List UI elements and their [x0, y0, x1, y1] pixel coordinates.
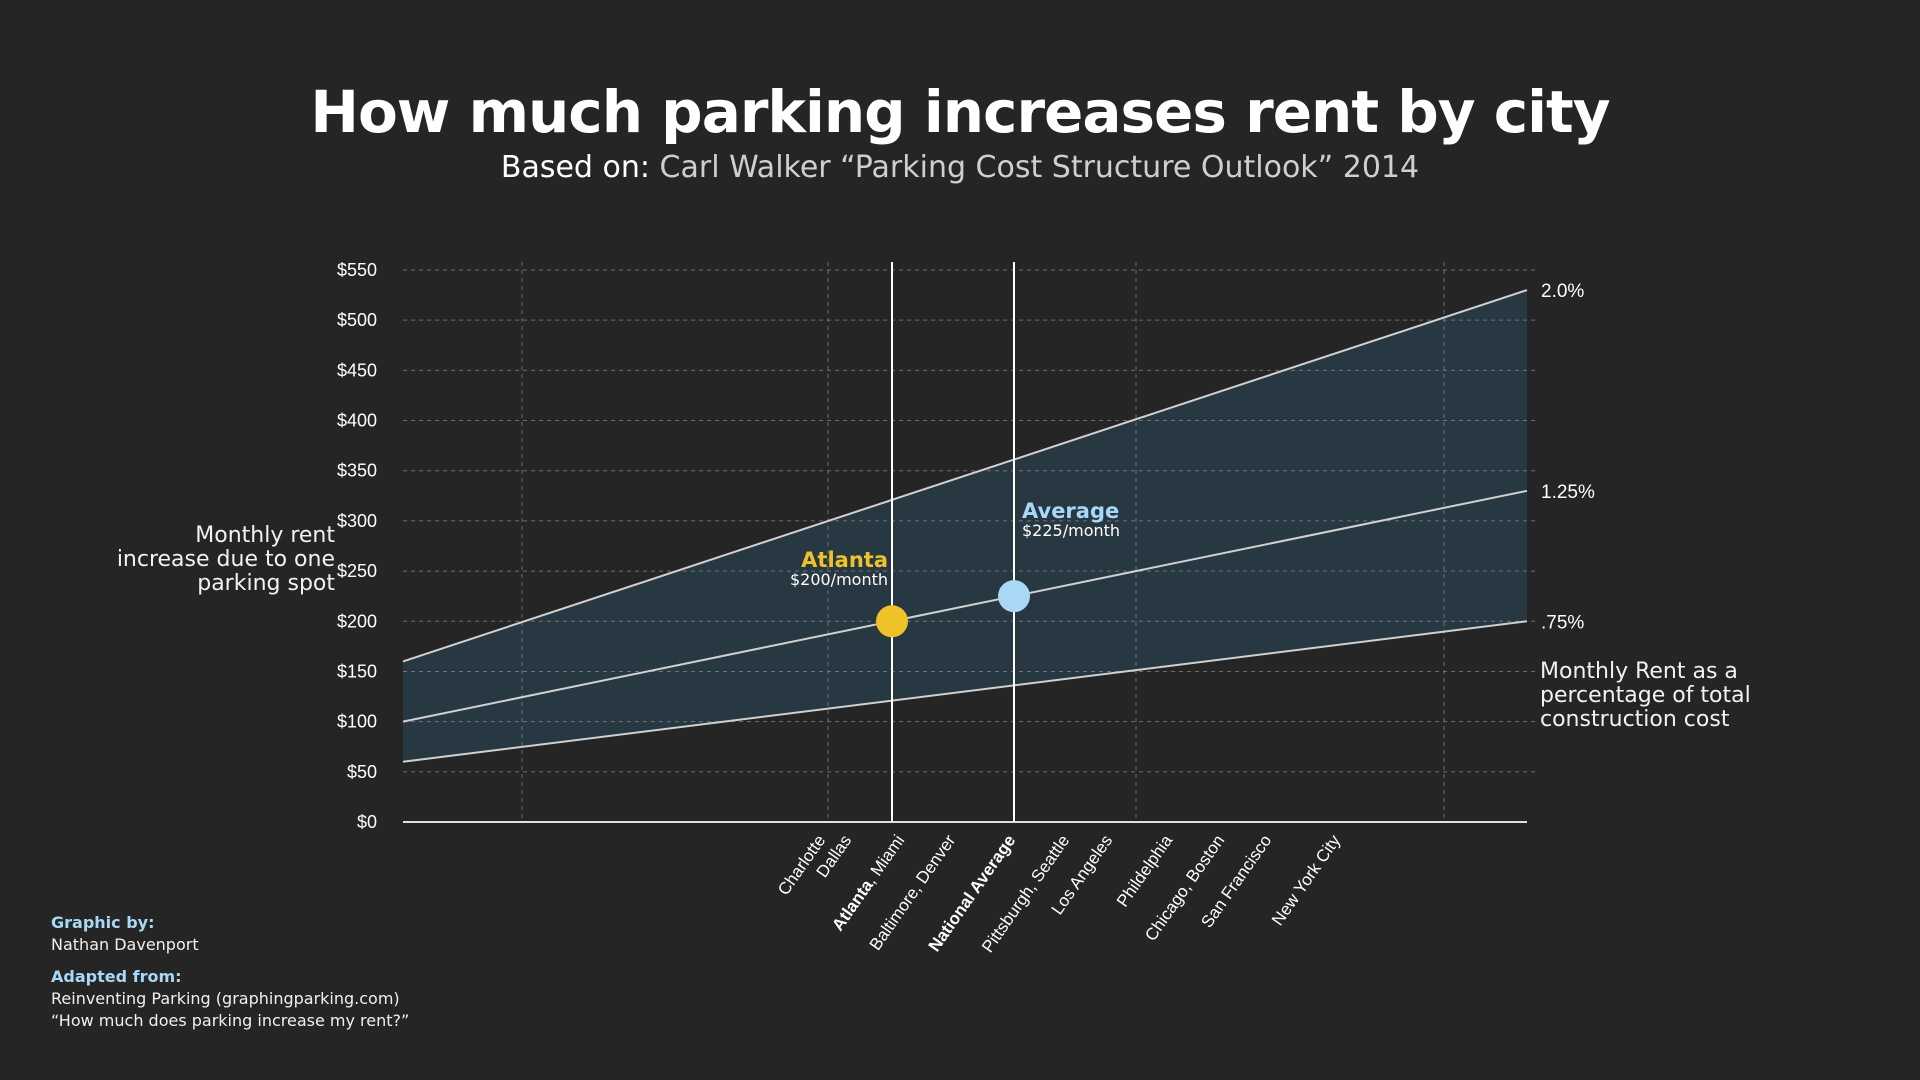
y-tick-label: $350 [337, 461, 377, 481]
series-line [402, 489, 1528, 723]
y-tick-label: $250 [337, 561, 377, 581]
highlight-label: Average [1022, 499, 1119, 523]
adapted-from-block: Adapted from: Reinventing Parking (graph… [51, 966, 409, 1032]
adapted-from-line-2: “How much does parking increase my rent?… [51, 1011, 410, 1030]
x-tick-label-text: New York City [1268, 831, 1345, 929]
y-tick-label: $100 [337, 712, 377, 732]
subtitle-source: Carl Walker “Parking Cost Structure Outl… [659, 150, 1420, 185]
y-tick-label: $500 [337, 310, 377, 330]
y-axis-label: Monthly rent increase due to one parking… [116, 523, 335, 596]
adapted-from-heading: Adapted from: [51, 967, 182, 986]
highlight-value: $225/month [1022, 521, 1120, 540]
chart-title: How much parking increases rent by city [310, 78, 1610, 146]
y-tick-label: $400 [337, 411, 377, 431]
right-axis-label: Monthly Rent as a percentage of total co… [1540, 659, 1751, 732]
subtitle-lead: Based on: [500, 150, 650, 185]
series-line [402, 289, 1528, 663]
credits: Graphic by: Nathan Davenport Adapted fro… [51, 912, 409, 1042]
graphic-by-block: Graphic by: Nathan Davenport [51, 912, 409, 956]
highlight-value: $200/month [790, 570, 888, 589]
y-tick-label: $450 [337, 360, 377, 380]
y-tick-label: $50 [347, 762, 377, 782]
series-label: .75% [1541, 612, 1584, 633]
graphic-by-name: Nathan Davenport [51, 935, 199, 954]
highlight-label: Atlanta [801, 548, 888, 572]
y-tick-label: $200 [337, 611, 377, 631]
chart-subtitle: Based on: Carl Walker “Parking Cost Stru… [0, 150, 1920, 185]
band-area [403, 290, 1527, 762]
x-tick-label-text: , Miami [861, 831, 908, 887]
series-label: 2.0% [1541, 281, 1584, 302]
series-line [402, 620, 1528, 763]
graphic-by-heading: Graphic by: [51, 913, 155, 932]
x-tick-label: New York City [1268, 831, 1345, 929]
adapted-from-line-1: Reinventing Parking (graphingparking.com… [51, 989, 400, 1008]
highlight-dot [876, 605, 908, 638]
y-tick-label: $300 [337, 511, 377, 531]
highlight-dot [998, 580, 1030, 613]
series-label: 1.25% [1541, 482, 1595, 503]
y-tick-label: $150 [337, 661, 377, 681]
x-tick-label-bold: Atlanta [828, 876, 877, 935]
y-tick-label: $0 [357, 812, 377, 832]
y-tick-label: $550 [337, 260, 377, 280]
